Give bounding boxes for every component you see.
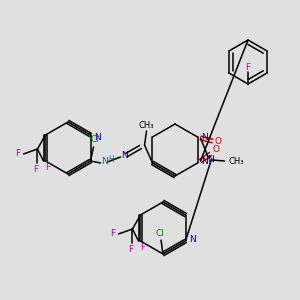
Text: N: N <box>190 235 196 244</box>
Text: F: F <box>45 163 50 172</box>
Text: O: O <box>212 145 219 154</box>
Text: Cl: Cl <box>90 136 99 145</box>
Text: N: N <box>94 133 101 142</box>
Text: N: N <box>202 134 208 142</box>
Text: F: F <box>33 164 38 173</box>
Text: N: N <box>121 151 128 160</box>
Text: F: F <box>128 244 133 253</box>
Text: N: N <box>202 158 208 166</box>
Text: F: F <box>245 62 250 71</box>
Text: CH₃: CH₃ <box>229 158 244 166</box>
Text: F: F <box>140 242 145 251</box>
Text: CH₃: CH₃ <box>139 121 154 130</box>
Text: H: H <box>109 154 114 164</box>
Text: Cl: Cl <box>156 229 164 238</box>
Text: F: F <box>110 229 115 238</box>
Text: N: N <box>101 157 108 166</box>
Text: F: F <box>15 148 20 158</box>
Text: O: O <box>214 137 221 146</box>
Text: N: N <box>207 155 214 164</box>
